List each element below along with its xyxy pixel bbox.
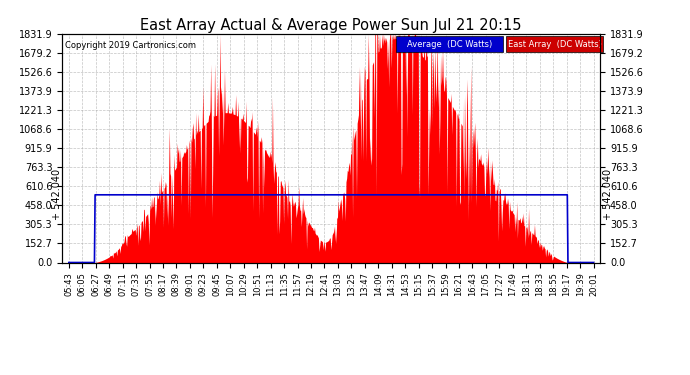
Text: Average  (DC Watts): Average (DC Watts) <box>407 39 492 48</box>
Title: East Array Actual & Average Power Sun Jul 21 20:15: East Array Actual & Average Power Sun Ju… <box>141 18 522 33</box>
Bar <box>506 36 603 52</box>
Bar <box>396 36 504 52</box>
Text: + 542.040: + 542.040 <box>603 169 613 220</box>
Text: + 542.040: + 542.040 <box>52 169 62 220</box>
Text: Copyright 2019 Cartronics.com: Copyright 2019 Cartronics.com <box>65 40 196 50</box>
Text: East Array  (DC Watts): East Array (DC Watts) <box>508 39 602 48</box>
